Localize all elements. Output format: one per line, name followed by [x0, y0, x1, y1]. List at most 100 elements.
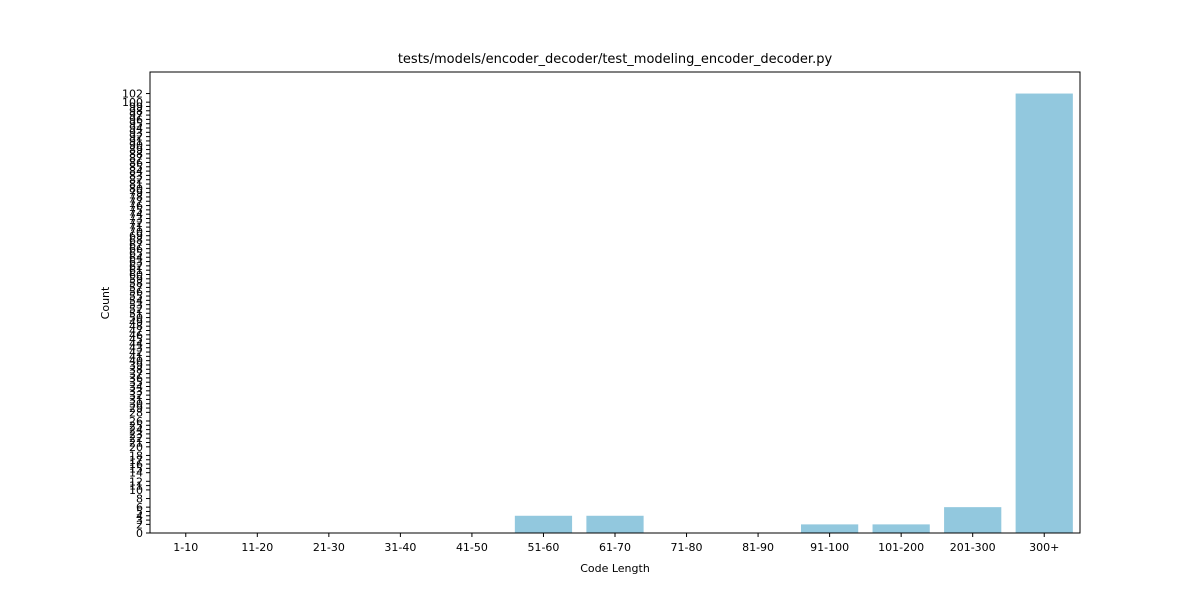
y-tick-label: 84 — [129, 165, 143, 178]
y-tick-label: 67 — [129, 238, 143, 251]
y-tick-label: 77 — [129, 195, 143, 208]
y-tick-label: 92 — [129, 131, 143, 144]
y-tick-label: 87 — [129, 152, 143, 165]
x-tick-label: 61-70 — [599, 541, 631, 554]
y-tick-label: 46 — [129, 329, 143, 342]
y-tick-label: 35 — [129, 376, 143, 389]
y-tick-label: 90 — [129, 139, 143, 152]
x-tick-label: 101-200 — [878, 541, 924, 554]
x-axis-ticks: 1-10 11-20 21-30 31-40 41-50 51-60 61-70 71-80 8… — [173, 533, 1059, 554]
y-tick-label: 45 — [129, 333, 143, 346]
y-tick-label: 54 — [129, 294, 143, 307]
chart-title: tests/models/encoder_decoder/test_modeli… — [398, 52, 833, 67]
y-tick-label: 21 — [129, 437, 143, 450]
y-tick-label: 28 — [129, 406, 143, 419]
y-tick-label: 20 — [129, 441, 143, 454]
y-tick-label: 71 — [129, 221, 143, 234]
y-tick-label: 82 — [129, 174, 143, 187]
y-tick-label: 78 — [129, 191, 143, 204]
y-tick-label: 14 — [129, 467, 143, 480]
x-tick-label: 91-100 — [810, 541, 849, 554]
y-tick-label: 91 — [129, 135, 143, 148]
y-tick-label: 18 — [129, 449, 143, 462]
x-tick-label: 1-10 — [173, 541, 198, 554]
y-tick-label: 38 — [129, 363, 143, 376]
y-tick-label: 68 — [129, 234, 143, 247]
y-tick-label: 81 — [129, 178, 143, 191]
y-tick-label: 76 — [129, 200, 143, 213]
y-tick-label: 65 — [129, 247, 143, 260]
y-tick-label: 3 — [136, 514, 143, 527]
x-tick-label: 201-300 — [950, 541, 996, 554]
y-tick-label: 89 — [129, 144, 143, 157]
y-tick-label: 100 — [122, 96, 143, 109]
y-axis-ticks: 0234568101112141516171820212223242526282… — [122, 88, 150, 540]
y-tick-label: 60 — [129, 268, 143, 281]
y-tick-label: 47 — [129, 325, 143, 338]
y-tick-label: 97 — [129, 109, 143, 122]
y-tick-label: 88 — [129, 148, 143, 161]
y-tick-label: 69 — [129, 230, 143, 243]
y-tick-label: 86 — [129, 156, 143, 169]
x-tick-label: 31-40 — [384, 541, 416, 554]
x-tick-label: 51-60 — [527, 541, 559, 554]
y-tick-label: 63 — [129, 256, 143, 269]
x-tick-label: 81-90 — [742, 541, 774, 554]
y-tick-label: 93 — [129, 126, 143, 139]
x-tick-label: 71-80 — [671, 541, 703, 554]
y-tick-label: 42 — [129, 346, 143, 359]
y-tick-label: 51 — [129, 307, 143, 320]
x-tick-label: 11-20 — [241, 541, 273, 554]
y-tick-label: 11 — [129, 480, 143, 493]
y-tick-label: 44 — [129, 337, 143, 350]
y-tick-label: 70 — [129, 225, 143, 238]
y-tick-label: 25 — [129, 419, 143, 432]
y-tick-label: 61 — [129, 264, 143, 277]
y-tick-label: 40 — [129, 355, 143, 368]
y-tick-label: 66 — [129, 243, 143, 256]
y-tick-label: 23 — [129, 428, 143, 441]
y-tick-label: 12 — [129, 475, 143, 488]
y-axis-label: Count — [99, 286, 112, 319]
y-tick-label: 72 — [129, 217, 143, 230]
y-tick-label: 62 — [129, 260, 143, 273]
y-tick-label: 32 — [129, 389, 143, 402]
y-tick-label: 57 — [129, 281, 143, 294]
y-tick-label: 41 — [129, 350, 143, 363]
y-tick-label: 50 — [129, 312, 143, 325]
y-tick-label: 79 — [129, 187, 143, 200]
y-tick-label: 95 — [129, 118, 143, 131]
y-tick-label: 0 — [136, 527, 143, 540]
y-tick-label: 6 — [136, 501, 143, 514]
y-tick-label: 4 — [136, 510, 143, 523]
y-tick-label: 58 — [129, 277, 143, 290]
y-tick-label: 37 — [129, 368, 143, 381]
bar-300+ — [1015, 93, 1073, 533]
y-tick-label: 34 — [129, 381, 143, 394]
y-tick-label: 80 — [129, 182, 143, 195]
y-tick-label: 2 — [136, 518, 143, 531]
bar-201-300 — [944, 507, 1002, 533]
y-tick-label: 15 — [129, 462, 143, 475]
y-tick-label: 31 — [129, 393, 143, 406]
y-tick-label: 29 — [129, 402, 143, 415]
y-tick-label: 24 — [129, 424, 143, 437]
y-tick-label: 83 — [129, 169, 143, 182]
y-tick-label: 43 — [129, 342, 143, 355]
bar-101-200 — [872, 524, 930, 533]
y-tick-label: 59 — [129, 273, 143, 286]
y-tick-label: 85 — [129, 161, 143, 174]
plot-frame — [149, 71, 1081, 534]
x-tick-label: 41-50 — [456, 541, 488, 554]
y-tick-label: 30 — [129, 398, 143, 411]
y-tick-label: 53 — [129, 299, 143, 312]
y-tick-label: 52 — [129, 303, 143, 316]
y-tick-label: 75 — [129, 204, 143, 217]
y-tick-label: 64 — [129, 251, 143, 264]
y-tick-label: 36 — [129, 372, 143, 385]
x-tick-label: 300+ — [1029, 541, 1059, 554]
y-tick-label: 48 — [129, 320, 143, 333]
x-axis-label: Code Length — [580, 562, 650, 575]
bars-group — [514, 93, 1073, 533]
